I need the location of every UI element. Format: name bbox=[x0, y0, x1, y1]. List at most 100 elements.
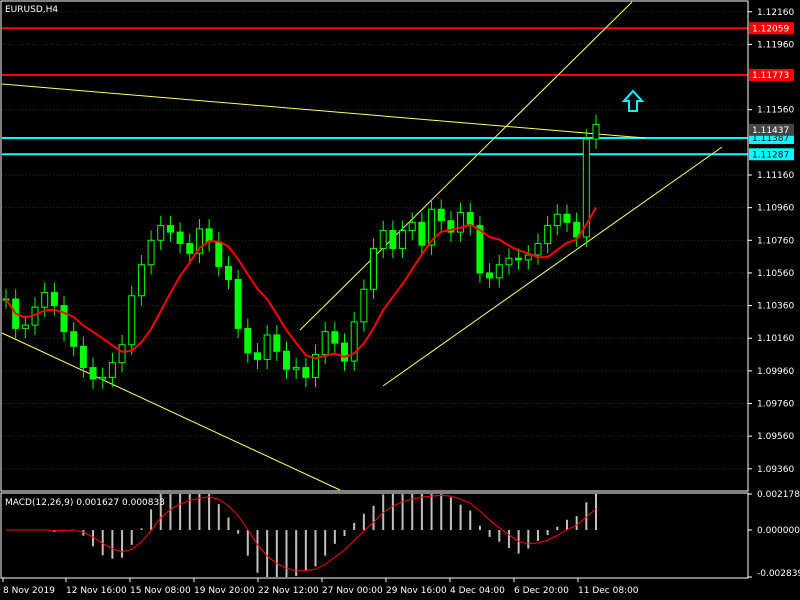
chart-title: EURUSD,H4 bbox=[5, 5, 58, 15]
y-tick-label: 1.10760 bbox=[757, 236, 794, 246]
candle-body bbox=[292, 367, 300, 370]
candle-body bbox=[137, 264, 145, 297]
candle-body bbox=[505, 257, 513, 266]
candle-body bbox=[282, 350, 290, 370]
macd-y-tick-label: 0.002178 bbox=[757, 490, 800, 500]
candle-body bbox=[321, 331, 329, 356]
x-tick-label: 29 Nov 16:00 bbox=[386, 586, 447, 596]
candle-body bbox=[534, 243, 542, 256]
candle-body bbox=[234, 278, 242, 329]
candle-body bbox=[350, 321, 358, 362]
y-tick-label: 1.10360 bbox=[757, 302, 794, 312]
candle-body bbox=[553, 213, 561, 227]
x-tick-label: 15 Nov 08:00 bbox=[130, 586, 191, 596]
candle-body bbox=[447, 220, 455, 233]
y-tick-label: 1.09560 bbox=[757, 432, 794, 442]
ascending-channel-top[interactable] bbox=[299, 1, 633, 331]
candle-body bbox=[457, 212, 465, 233]
level-tag bbox=[749, 148, 794, 161]
candle-body bbox=[50, 292, 58, 307]
candle-body bbox=[582, 138, 590, 238]
x-tick-label: 27 Nov 00:00 bbox=[322, 586, 383, 596]
price-candles bbox=[2, 114, 600, 389]
candle-body bbox=[573, 221, 581, 238]
candle-body bbox=[418, 221, 426, 246]
x-tick-label: 19 Nov 20:00 bbox=[194, 586, 255, 596]
lower-channel-line[interactable] bbox=[1, 332, 341, 491]
trendlines[interactable] bbox=[1, 1, 723, 491]
candle-body bbox=[70, 331, 78, 347]
macd-y-tick-label: 0.000000 bbox=[757, 526, 800, 536]
x-tick-label: 12 Nov 16:00 bbox=[66, 586, 127, 596]
candle-body bbox=[592, 123, 600, 140]
candle-body bbox=[176, 231, 184, 245]
y-tick-label: 1.11960 bbox=[757, 40, 794, 50]
level-tag-label: 1.12059 bbox=[752, 24, 789, 34]
candle-body bbox=[495, 264, 503, 279]
level-tag bbox=[749, 68, 794, 81]
candle-body bbox=[428, 208, 436, 246]
time-axis[interactable]: 8 Nov 2019 12 Nov 16:00 15 Nov 08:00 19 Nov… bbox=[2, 578, 639, 596]
candle-body bbox=[244, 327, 252, 354]
horizontal-levels[interactable] bbox=[2, 27, 748, 156]
price-grid bbox=[2, 11, 748, 470]
candle-body bbox=[157, 225, 165, 241]
candle-body bbox=[195, 228, 203, 254]
candle-body bbox=[60, 305, 68, 333]
x-tick-label: 11 Dec 08:00 bbox=[578, 586, 639, 596]
candle-body bbox=[128, 295, 136, 346]
candle-body bbox=[486, 272, 494, 279]
candle-body bbox=[79, 345, 87, 369]
x-tick-label: 8 Nov 2019 bbox=[3, 586, 55, 596]
current-price-label: 1.11437 bbox=[752, 126, 789, 136]
candle-body bbox=[476, 225, 484, 274]
candle-body bbox=[99, 376, 107, 380]
up-arrow-shape bbox=[621, 89, 645, 112]
candle-body bbox=[341, 342, 349, 362]
level-tag-label: 1.11773 bbox=[752, 71, 789, 81]
x-tick-label: 22 Nov 12:00 bbox=[258, 586, 319, 596]
candle-body bbox=[515, 257, 523, 261]
candle-body bbox=[379, 229, 387, 249]
candle-body bbox=[563, 213, 571, 223]
y-tick-label: 1.12160 bbox=[757, 8, 794, 18]
candle-body bbox=[147, 239, 155, 266]
ascending-channel-bottom[interactable] bbox=[382, 146, 723, 387]
current-price-tag bbox=[749, 123, 794, 136]
candle-body bbox=[108, 362, 116, 378]
macd-histogram bbox=[53, 494, 597, 577]
y-tick-label: 1.09360 bbox=[757, 465, 794, 475]
candle-body bbox=[302, 367, 310, 378]
price-axis[interactable]: 1.12160 1.11960 1.11560 1.11160 1.10960 1.107… bbox=[748, 8, 794, 475]
candle-body bbox=[408, 221, 416, 231]
y-tick-label: 1.09960 bbox=[757, 367, 794, 377]
candle-body bbox=[360, 288, 368, 323]
moving-average-line bbox=[5, 207, 597, 360]
descending-trendline[interactable] bbox=[1, 83, 646, 139]
candle-body bbox=[253, 352, 261, 360]
candle-body bbox=[389, 229, 397, 249]
level-tag bbox=[749, 22, 794, 35]
candle-body bbox=[41, 292, 49, 308]
candle-body bbox=[89, 367, 97, 380]
y-tick-label: 1.10560 bbox=[757, 269, 794, 279]
up-arrow-icon[interactable] bbox=[621, 89, 645, 112]
macd-y-tick-label: -0.002839 bbox=[757, 569, 800, 579]
y-tick-label: 1.11160 bbox=[757, 171, 794, 181]
macd-axis: 0.002178 0.000000 -0.002839 bbox=[748, 490, 800, 579]
candle-body bbox=[437, 208, 445, 222]
y-tick-label: 1.10160 bbox=[757, 334, 794, 344]
candle-body bbox=[215, 241, 223, 267]
macd-pane-border bbox=[0, 492, 749, 579]
macd-signal-line bbox=[6, 494, 597, 572]
candle-body bbox=[224, 265, 232, 280]
level-tag-label: 1.11287 bbox=[752, 150, 789, 160]
macd-title: MACD(12,26,9) 0.001627 0.000833 bbox=[5, 498, 165, 508]
x-tick-label: 6 Dec 20:00 bbox=[514, 586, 569, 596]
y-tick-label: 1.09760 bbox=[757, 399, 794, 409]
y-tick-label: 1.10960 bbox=[757, 204, 794, 214]
candle-body bbox=[166, 225, 174, 233]
candle-body bbox=[205, 228, 213, 243]
level-price-tags: 1.12059 1.11773 1.11387 1.11287 1.11437 bbox=[749, 22, 794, 161]
